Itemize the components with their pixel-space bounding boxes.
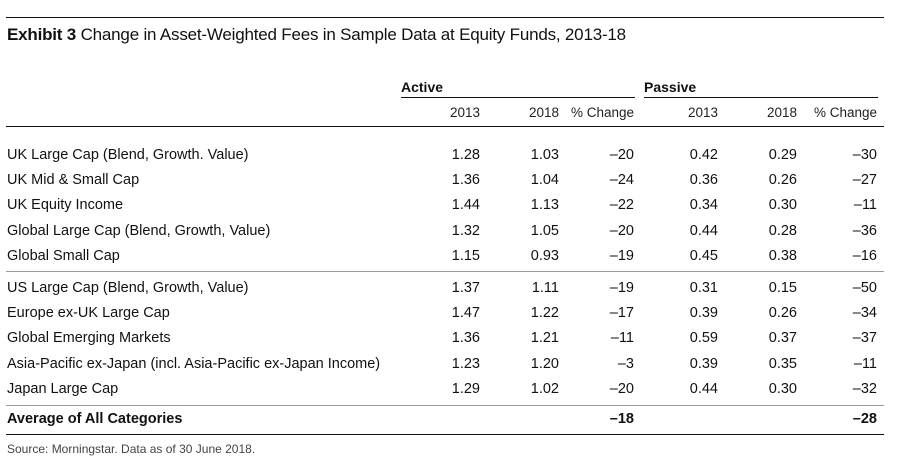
cell-passive-2013: 0.39 bbox=[689, 305, 718, 321]
average-label: Average of All Categories bbox=[7, 411, 183, 427]
cell-passive-change: –50 bbox=[852, 280, 877, 296]
group-rule-active bbox=[401, 97, 635, 98]
col-header-passive-2013: 2013 bbox=[687, 105, 718, 120]
cell-passive-2018: 0.26 bbox=[768, 305, 797, 321]
cell-active-2018: 1.13 bbox=[530, 197, 559, 213]
col-header-active-2018: 2018 bbox=[528, 105, 559, 120]
cell-passive-2013: 0.34 bbox=[689, 197, 718, 213]
cell-passive-2018: 0.35 bbox=[768, 356, 797, 372]
row-label: UK Mid & Small Cap bbox=[7, 172, 140, 188]
top-rule bbox=[6, 17, 884, 18]
average-active-change: –18 bbox=[609, 411, 634, 427]
cell-active-2018: 1.22 bbox=[530, 305, 559, 321]
section-divider bbox=[6, 271, 884, 272]
row-label: Europe ex-UK Large Cap bbox=[7, 305, 170, 321]
cell-active-change: –19 bbox=[609, 280, 634, 296]
row-label: Asia-Pacific ex-Japan (incl. Asia-Pacifi… bbox=[7, 356, 381, 372]
cell-active-2013: 1.32 bbox=[451, 223, 480, 239]
cell-passive-change: –11 bbox=[853, 356, 877, 372]
cell-active-2013: 1.23 bbox=[451, 356, 480, 372]
cell-active-2013: 1.44 bbox=[451, 197, 480, 213]
cell-active-change: –17 bbox=[609, 305, 634, 321]
cell-active-2018: 0.93 bbox=[530, 248, 559, 264]
cell-active-2013: 1.28 bbox=[451, 147, 480, 163]
cell-passive-2013: 0.44 bbox=[689, 223, 718, 239]
cell-active-2018: 1.02 bbox=[530, 381, 559, 397]
group-header-active: Active bbox=[401, 79, 444, 95]
col-header-passive-change: % Change bbox=[813, 105, 877, 120]
cell-active-2013: 1.37 bbox=[451, 280, 480, 296]
cell-passive-2018: 0.38 bbox=[768, 248, 797, 264]
cell-active-2018: 1.21 bbox=[530, 330, 559, 346]
group-header-passive: Passive bbox=[644, 79, 697, 95]
exhibit-title-text: Change in Asset-Weighted Fees in Sample … bbox=[80, 25, 627, 44]
cell-passive-2018: 0.30 bbox=[768, 381, 797, 397]
col-header-passive-2018: 2018 bbox=[766, 105, 797, 120]
cell-active-change: –20 bbox=[609, 381, 634, 397]
source-note: Source: Morningstar. Data as of 30 June … bbox=[7, 442, 256, 456]
header-rule bbox=[6, 126, 884, 127]
row-label: Japan Large Cap bbox=[7, 381, 119, 397]
cell-passive-2018: 0.30 bbox=[768, 197, 797, 213]
cell-passive-2013: 0.59 bbox=[689, 330, 718, 346]
cell-passive-2013: 0.44 bbox=[689, 381, 718, 397]
row-label: Global Small Cap bbox=[7, 248, 120, 264]
cell-active-change: –24 bbox=[609, 172, 634, 188]
cell-active-change: –20 bbox=[609, 147, 634, 163]
cell-active-change: –22 bbox=[609, 197, 634, 213]
cell-passive-2018: 0.15 bbox=[768, 280, 797, 296]
cell-active-2018: 1.11 bbox=[531, 280, 559, 296]
cell-active-2013: 1.15 bbox=[451, 248, 480, 264]
cell-passive-2013: 0.39 bbox=[689, 356, 718, 372]
cell-passive-2018: 0.28 bbox=[768, 223, 797, 239]
cell-passive-change: –32 bbox=[852, 381, 877, 397]
bottom-rule bbox=[6, 434, 884, 435]
exhibit-title: Exhibit 3 Change in Asset-Weighted Fees … bbox=[7, 24, 626, 46]
cell-passive-2018: 0.29 bbox=[768, 147, 797, 163]
cell-passive-2018: 0.26 bbox=[768, 172, 797, 188]
average-rule bbox=[6, 405, 884, 406]
row-label: Global Emerging Markets bbox=[7, 330, 171, 346]
cell-passive-2013: 0.36 bbox=[689, 172, 718, 188]
row-label: UK Large Cap (Blend, Growth. Value) bbox=[7, 147, 249, 163]
col-header-active-2013: 2013 bbox=[449, 105, 480, 120]
cell-active-2013: 1.29 bbox=[451, 381, 480, 397]
cell-active-change: –20 bbox=[609, 223, 634, 239]
cell-active-2013: 1.47 bbox=[451, 305, 480, 321]
cell-active-2018: 1.20 bbox=[530, 356, 559, 372]
group-rule-passive bbox=[644, 97, 878, 98]
cell-active-change: –19 bbox=[609, 248, 634, 264]
col-header-active-change: % Change bbox=[570, 105, 634, 120]
row-label: US Large Cap (Blend, Growth, Value) bbox=[7, 280, 249, 296]
cell-passive-change: –27 bbox=[852, 172, 877, 188]
cell-passive-change: –11 bbox=[853, 197, 877, 213]
cell-active-2018: 1.05 bbox=[530, 223, 559, 239]
cell-passive-change: –37 bbox=[852, 330, 877, 346]
cell-passive-2013: 0.45 bbox=[689, 248, 718, 264]
cell-active-2013: 1.36 bbox=[451, 330, 480, 346]
exhibit-number: Exhibit 3 bbox=[7, 25, 77, 44]
cell-active-2018: 1.03 bbox=[530, 147, 559, 163]
cell-active-change: –11 bbox=[610, 330, 634, 346]
cell-passive-change: –36 bbox=[852, 223, 877, 239]
cell-active-2013: 1.36 bbox=[451, 172, 480, 188]
cell-passive-2018: 0.37 bbox=[768, 330, 797, 346]
row-label: UK Equity Income bbox=[7, 197, 124, 213]
cell-active-2018: 1.04 bbox=[530, 172, 559, 188]
cell-passive-2013: 0.42 bbox=[689, 147, 718, 163]
row-label: Global Large Cap (Blend, Growth, Value) bbox=[7, 223, 271, 239]
average-passive-change: –28 bbox=[852, 411, 877, 427]
cell-passive-change: –34 bbox=[852, 305, 877, 321]
cell-passive-2013: 0.31 bbox=[689, 280, 718, 296]
cell-active-change: –3 bbox=[617, 356, 634, 372]
cell-passive-change: –16 bbox=[852, 248, 877, 264]
cell-passive-change: –30 bbox=[852, 147, 877, 163]
